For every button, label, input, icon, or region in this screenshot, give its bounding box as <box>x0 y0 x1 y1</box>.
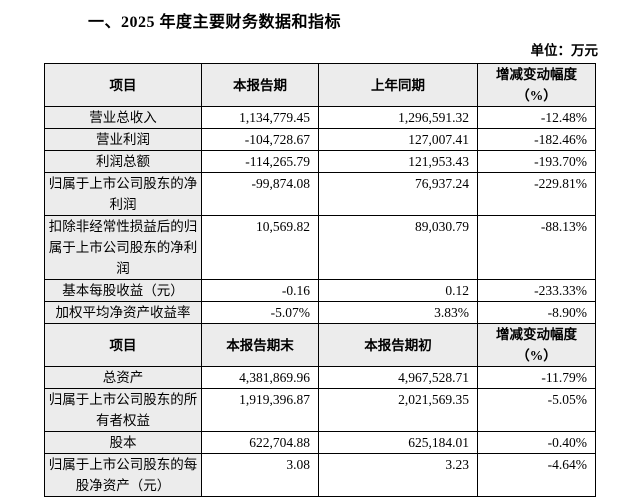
cell-value: 121,953.43 <box>318 150 478 173</box>
unit-label: 单位：万元 <box>530 43 599 58</box>
cell-value: 1,919,396.87 <box>201 388 319 432</box>
table-row: 归属于上市公司股东的每股净资产（元） 3.08 3.23 -4.64% <box>44 453 596 497</box>
row-label: 基本每股收益（元） <box>44 279 202 302</box>
row-label: 利润总额 <box>44 150 202 173</box>
table-row: 营业利润 -104,728.67 127,007.41 -182.46% <box>44 128 596 151</box>
table-row: 总资产 4,381,869.96 4,967,528.71 -11.79% <box>44 366 596 389</box>
row-label: 归属于上市公司股东的所有者权益 <box>44 388 202 432</box>
cell-value: 3.08 <box>201 453 319 497</box>
cell-value: 4,381,869.96 <box>201 366 319 389</box>
cell-value: 10,569.82 <box>201 215 319 280</box>
cell-value: 3.83% <box>318 301 478 324</box>
period-end-vs-begin-section: 项目 本报告期末 本报告期初 增减变动幅度 （%） 总资产 4,381,869.96 4,9… <box>44 323 596 497</box>
table-row: 归属于上市公司股东的所有者权益 1,919,396.87 2,021,569.35-… <box>44 388 596 432</box>
cell-value: -88.13% <box>477 215 596 280</box>
cell-value: -0.40% <box>477 431 596 454</box>
cell-value: 89,030.79 <box>318 215 478 280</box>
cell-value: -99,874.08 <box>201 172 319 216</box>
table-row: 营业总收入 1,134,779.45 1,296,591.32 -12.48% <box>44 106 596 129</box>
cell-value: 1,296,591.32 <box>318 106 478 129</box>
cell-value: -104,728.67 <box>201 128 319 151</box>
cell-value: -229.81% <box>477 172 596 216</box>
cell-value: 76,937.24 <box>318 172 478 216</box>
cell-value: -11.79% <box>477 366 596 389</box>
cell-value: -4.64% <box>477 453 596 497</box>
row-label: 股本 <box>44 431 202 454</box>
row-label: 营业利润 <box>44 128 202 151</box>
column-header: 上年同期 <box>318 63 478 107</box>
table-header-row: 项目 本报告期 上年同期 增减变动幅度 （%） <box>44 63 596 107</box>
column-header: 项目 <box>44 63 202 107</box>
cell-value: -8.90% <box>477 301 596 324</box>
page-title: 一、2025 年度主要财务数据和指标 <box>88 14 342 31</box>
cell-value: 4,967,528.71 <box>318 366 478 389</box>
table-row: 加权平均净资产收益率 -5.07% 3.83% -8.90% <box>44 301 596 324</box>
cell-value: -12.48% <box>477 106 596 129</box>
cell-value: -114,265.79 <box>201 150 319 173</box>
cell-value: 625,184.01 <box>318 431 478 454</box>
cell-value: 622,704.88 <box>201 431 319 454</box>
cell-value: 127,007.41 <box>318 128 478 151</box>
row-label: 营业总收入 <box>44 106 202 129</box>
cell-value: -5.05% <box>477 388 596 432</box>
cell-value: 1,134,779.45 <box>201 106 319 129</box>
financial-indicators-table: 项目 本报告期 上年同期 增减变动幅度 （%） 营业总收入 1,134,779.45 1,2… <box>44 63 596 497</box>
column-header: 本报告期 <box>201 63 319 107</box>
table-row: 股本 622,704.88 625,184.01 -0.40% <box>44 431 596 454</box>
cell-value: 0.12 <box>318 279 478 302</box>
column-header: 本报告期末 <box>201 323 319 367</box>
column-header: 项目 <box>44 323 202 367</box>
table-header-row: 项目 本报告期末 本报告期初 增减变动幅度 （%） <box>44 323 596 367</box>
table-row: 基本每股收益（元） -0.16 0.12 -233.33% <box>44 279 596 302</box>
column-header: 增减变动幅度 （%） <box>477 63 596 107</box>
row-label: 归属于上市公司股东的净利润 <box>44 172 202 216</box>
cell-value: -182.46% <box>477 128 596 151</box>
row-label: 扣除非经常性损益后的归属于上市公司股东的净利润 <box>44 215 202 280</box>
table-row: 利润总额 -114,265.79 121,953.43 -193.70% <box>44 150 596 173</box>
cell-value: -193.70% <box>477 150 596 173</box>
row-label: 总资产 <box>44 366 202 389</box>
cell-value: -5.07% <box>201 301 319 324</box>
cell-value: -0.16 <box>201 279 319 302</box>
row-label: 加权平均净资产收益率 <box>44 301 202 324</box>
current-vs-prior-period-section: 项目 本报告期 上年同期 增减变动幅度 （%） 营业总收入 1,134,779.45 1,2… <box>44 63 596 324</box>
cell-value: 2,021,569.35 <box>318 388 478 432</box>
cell-value: -233.33% <box>477 279 596 302</box>
column-header: 增减变动幅度 （%） <box>477 323 596 367</box>
row-label: 归属于上市公司股东的每股净资产（元） <box>44 453 202 497</box>
cell-value: 3.23 <box>318 453 478 497</box>
table-row: 归属于上市公司股东的净利润 -99,874.08 76,937.24 -229.81% <box>44 172 596 216</box>
column-header: 本报告期初 <box>318 323 478 367</box>
table-row: 扣除非经常性损益后的归属于上市公司股东的净利润 10,569.82 89,030.7… <box>44 215 596 280</box>
